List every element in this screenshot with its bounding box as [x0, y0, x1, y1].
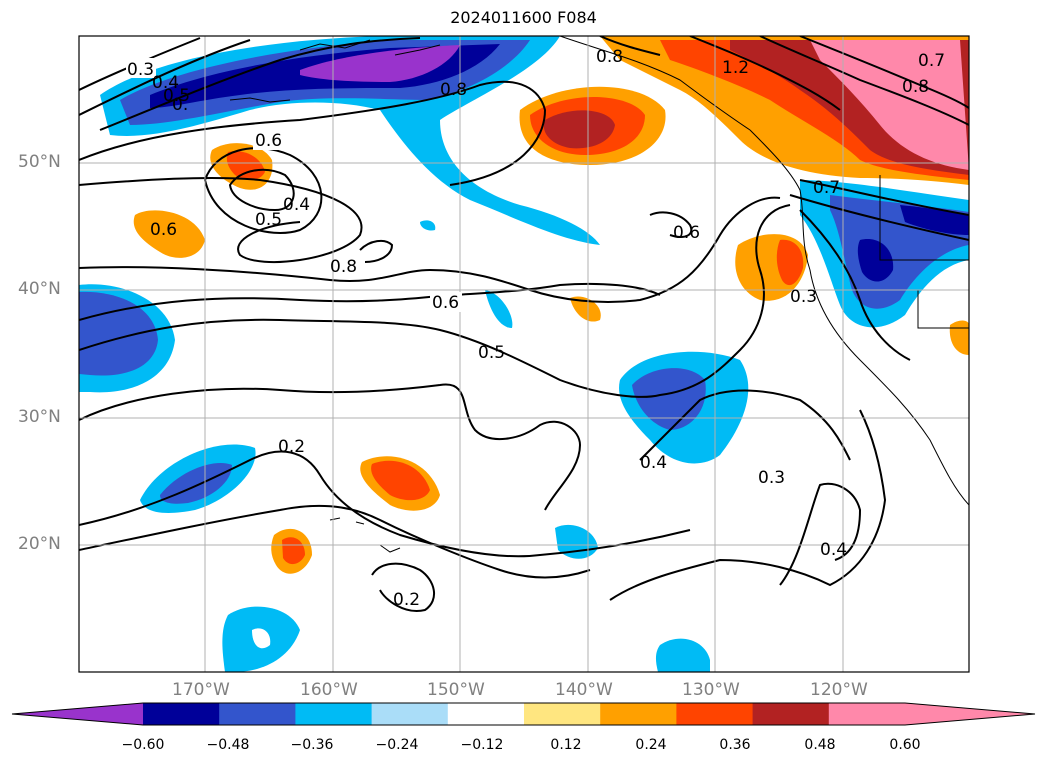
contour-label-bg — [253, 130, 285, 150]
colorbar-cell — [752, 703, 830, 725]
contour-layer — [79, 36, 969, 612]
contour-label: 0.5 — [255, 210, 282, 230]
graticule — [79, 36, 969, 672]
map-title: 2024011600 F084 — [450, 8, 597, 27]
colorbar-cell — [828, 703, 906, 725]
colorbar-tick-label: 0.24 — [635, 737, 667, 753]
contour-label: 0.6 — [150, 220, 177, 240]
colorbar-cell — [371, 703, 449, 725]
contour-label: 0.4 — [820, 540, 847, 560]
coastline-layer — [229, 36, 969, 553]
contour-label: 0.7 — [813, 178, 840, 198]
contour-label: 0.6 — [432, 293, 459, 313]
contour-label: 0.3 — [790, 287, 817, 307]
contour-label-layer: 0.3 0.4 0.5 0. 0.6 0.5 0.4 0.6 0.8 0.6 0… — [126, 47, 945, 610]
contour-label: 0.4 — [640, 453, 667, 473]
colorbar-cell — [295, 703, 373, 725]
colorbar-cell — [676, 703, 754, 725]
contour-label: 0.8 — [902, 77, 929, 97]
contour-label: 0.4 — [283, 195, 310, 215]
colorbar-tick-label: 0.48 — [804, 737, 836, 753]
colorbar-tick-label: −0.12 — [460, 737, 504, 753]
lat-label: 30°N — [18, 407, 61, 427]
colorbar-cell — [219, 703, 296, 725]
colorbar-cell — [447, 703, 525, 725]
anomaly-fill-layer — [79, 36, 969, 672]
colorbar-cell — [143, 703, 220, 725]
lon-label: 160°W — [300, 680, 358, 700]
map-area: 0.3 0.4 0.5 0. 0.6 0.5 0.4 0.6 0.8 0.6 0… — [79, 36, 969, 672]
contour-label: 0.6 — [673, 223, 700, 243]
lat-label: 20°N — [18, 534, 61, 554]
contour-label: 0.8 — [330, 257, 357, 277]
colorbar-cell — [524, 703, 601, 725]
colorbar-tick-label: −0.60 — [121, 737, 165, 753]
lon-label: 170°W — [172, 680, 230, 700]
contour-label: 0.2 — [393, 590, 420, 610]
contour-label: 0.6 — [255, 131, 282, 151]
lon-label: 130°W — [682, 680, 740, 700]
contour-label: 0.8 — [596, 47, 623, 67]
colorbar-tick-label: 0.60 — [889, 737, 921, 753]
contour-label: 0.3 — [127, 60, 154, 80]
contour-label: 0.7 — [918, 51, 945, 71]
colorbar-cell — [600, 703, 677, 725]
lon-label: 150°W — [427, 680, 485, 700]
colorbar-tick-label: 0.12 — [550, 737, 582, 753]
colorbar — [11, 702, 1036, 726]
colorbar-tick-label: −0.24 — [375, 737, 419, 753]
colorbar-tick-label: −0.36 — [290, 737, 334, 753]
colorbar-tick-label: −0.48 — [206, 737, 250, 753]
contour-label-bg — [126, 58, 156, 78]
lon-label: 120°W — [810, 680, 868, 700]
lon-label: 140°W — [555, 680, 613, 700]
contour-label-bg — [430, 292, 462, 312]
contour-label: 0.2 — [278, 437, 305, 457]
colorbar-extend-left — [12, 703, 143, 725]
contour-label: 0.4 — [152, 73, 179, 93]
contour-label: 0.5 — [478, 343, 505, 363]
contour-label: 0.3 — [758, 468, 785, 488]
colorbar-cells — [143, 703, 906, 725]
colorbar-extend-right — [905, 703, 1035, 725]
map-frame — [78, 35, 970, 673]
lat-label: 40°N — [18, 279, 61, 299]
lat-label: 50°N — [18, 152, 61, 172]
contour-label: 1.2 — [722, 58, 749, 78]
contour-label: 0.8 — [440, 80, 467, 100]
contour-label: 0. — [172, 95, 188, 115]
colorbar-tick-label: 0.36 — [719, 737, 751, 753]
contour-label: 0.5 — [163, 86, 190, 106]
colorbar-outline — [11, 702, 1036, 726]
